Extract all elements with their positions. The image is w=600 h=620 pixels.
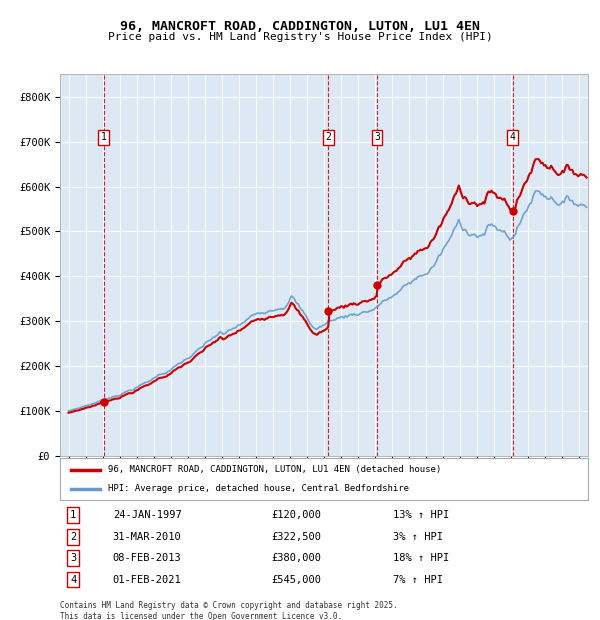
Text: 13% ↑ HPI: 13% ↑ HPI xyxy=(392,510,449,520)
Text: 24-JAN-1997: 24-JAN-1997 xyxy=(113,510,182,520)
Text: 3: 3 xyxy=(70,553,76,563)
Text: HPI: Average price, detached house, Central Bedfordshire: HPI: Average price, detached house, Cent… xyxy=(107,484,409,493)
Text: 3: 3 xyxy=(374,132,380,143)
Text: £120,000: £120,000 xyxy=(271,510,321,520)
Text: £322,500: £322,500 xyxy=(271,532,321,542)
Text: 31-MAR-2010: 31-MAR-2010 xyxy=(113,532,182,542)
Text: 2: 2 xyxy=(325,132,331,143)
Text: 1: 1 xyxy=(101,132,107,143)
Text: 7% ↑ HPI: 7% ↑ HPI xyxy=(392,575,443,585)
Text: Contains HM Land Registry data © Crown copyright and database right 2025.
This d: Contains HM Land Registry data © Crown c… xyxy=(60,601,398,620)
Text: 2: 2 xyxy=(70,532,76,542)
Text: 4: 4 xyxy=(510,132,515,143)
Text: Price paid vs. HM Land Registry's House Price Index (HPI): Price paid vs. HM Land Registry's House … xyxy=(107,32,493,42)
Text: £545,000: £545,000 xyxy=(271,575,321,585)
Text: 96, MANCROFT ROAD, CADDINGTON, LUTON, LU1 4EN: 96, MANCROFT ROAD, CADDINGTON, LUTON, LU… xyxy=(120,20,480,33)
Text: 96, MANCROFT ROAD, CADDINGTON, LUTON, LU1 4EN (detached house): 96, MANCROFT ROAD, CADDINGTON, LUTON, LU… xyxy=(107,466,441,474)
Text: 01-FEB-2021: 01-FEB-2021 xyxy=(113,575,182,585)
Text: £380,000: £380,000 xyxy=(271,553,321,563)
Text: 1: 1 xyxy=(70,510,76,520)
Text: 08-FEB-2013: 08-FEB-2013 xyxy=(113,553,182,563)
Text: 3% ↑ HPI: 3% ↑ HPI xyxy=(392,532,443,542)
Text: 18% ↑ HPI: 18% ↑ HPI xyxy=(392,553,449,563)
Text: 4: 4 xyxy=(70,575,76,585)
